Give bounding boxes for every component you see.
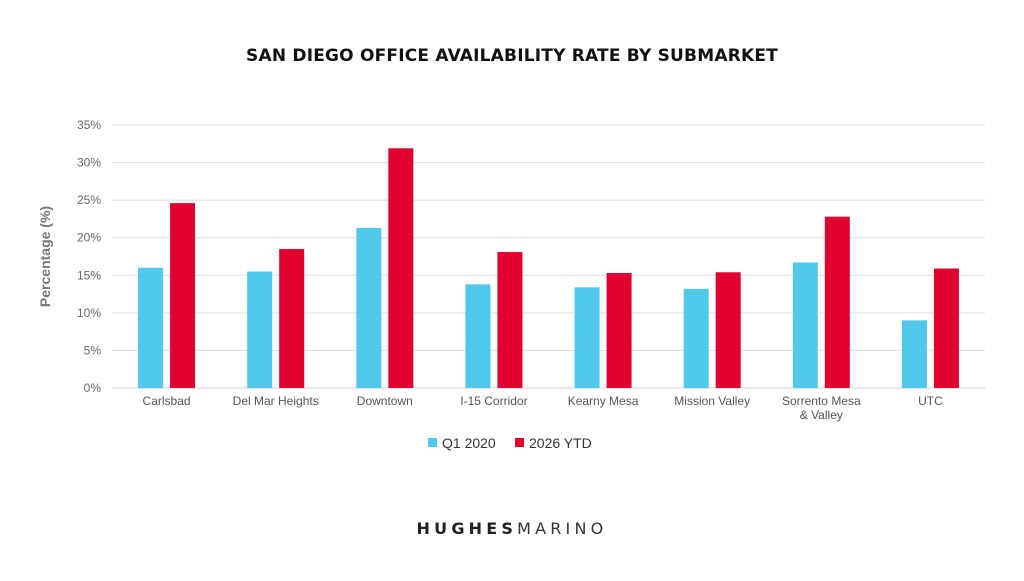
x-tick-label: Kearny Mesa	[568, 394, 639, 408]
y-axis-ticks: 0% 5% 10% 15% 20% 25% 30% 35%	[77, 118, 101, 395]
bar	[247, 271, 273, 388]
bar	[279, 248, 305, 388]
legend-swatch	[515, 438, 524, 447]
x-tick-label: I-15 Corridor	[460, 394, 527, 408]
y-tick-label: 35%	[77, 118, 101, 132]
bar	[715, 272, 741, 388]
bar	[901, 320, 927, 388]
legend-swatch	[428, 438, 437, 447]
x-tick-label: Downtown	[357, 394, 413, 408]
bar	[792, 262, 818, 388]
y-tick-label: 10%	[77, 306, 101, 320]
y-tick-label: 5%	[84, 343, 102, 357]
bar	[824, 216, 850, 388]
y-tick-label: 15%	[77, 268, 101, 282]
x-tick-label: Sorrento Mesa & Valley	[782, 394, 861, 422]
brand-logo: HUGHESMARINO	[416, 519, 608, 538]
bars	[138, 148, 959, 388]
legend-label: Q1 2020	[442, 435, 496, 451]
grid-lines	[112, 124, 985, 389]
y-tick-label: 25%	[77, 193, 101, 207]
bar	[465, 284, 491, 388]
y-tick-label: 30%	[77, 156, 101, 170]
bar	[933, 268, 959, 388]
x-tick-label: UTC	[918, 394, 943, 408]
x-tick-label: Mission Valley	[674, 394, 750, 408]
bar	[388, 148, 414, 388]
legend-label: 2026 YTD	[529, 435, 592, 451]
y-axis-label: Percentage (%)	[37, 206, 53, 307]
bar	[497, 251, 523, 388]
bar	[683, 288, 709, 388]
bar	[138, 267, 164, 388]
bar	[356, 227, 382, 388]
bar	[606, 273, 632, 388]
bar	[170, 203, 196, 388]
bar	[574, 287, 600, 388]
y-tick-label: 20%	[77, 231, 101, 245]
y-tick-label: 0%	[84, 381, 102, 395]
chart-title: SAN DIEGO OFFICE AVAILABILITY RATE BY SU…	[246, 46, 778, 66]
x-axis-ticks: Carlsbad Del Mar Heights Downtown I-15 Corr…	[143, 394, 944, 422]
x-tick-label: Del Mar Heights	[233, 394, 319, 408]
x-tick-label: Carlsbad	[143, 394, 191, 408]
legend: Q1 2020 2026 YTD	[428, 435, 592, 451]
